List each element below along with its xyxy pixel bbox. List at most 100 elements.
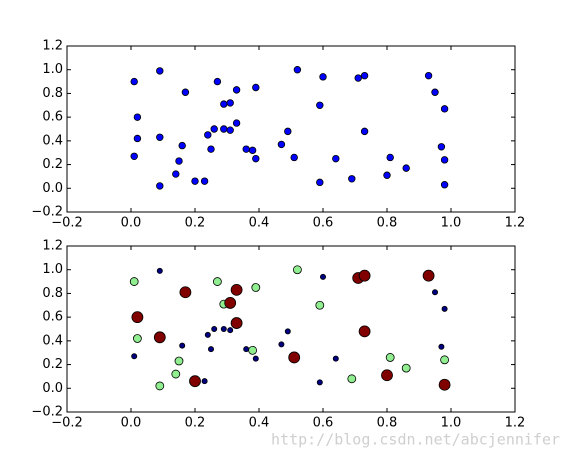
scatter-point <box>224 297 237 309</box>
scatter-point <box>226 99 234 107</box>
scatter-point <box>178 141 186 150</box>
scatter-point <box>171 369 181 379</box>
scatter-point <box>156 133 164 141</box>
scatter-point <box>284 127 292 136</box>
scatter-point <box>201 378 208 385</box>
scatter-point <box>227 327 234 334</box>
scatter-point <box>290 153 298 162</box>
scatter-point <box>360 71 369 80</box>
scatter-point <box>293 66 302 74</box>
scatter-point <box>220 325 227 332</box>
y-tick-label: 0.0 <box>42 181 63 196</box>
scatter-point <box>316 178 324 187</box>
scatter-point <box>319 73 327 81</box>
scatter-point <box>155 381 165 391</box>
scatter-point <box>230 283 243 296</box>
scatter-point <box>248 345 258 355</box>
scatter-point <box>319 273 326 280</box>
scatter-point <box>381 369 393 382</box>
x-tick-label: 1.2 <box>505 416 526 431</box>
y-tick-label: 0.2 <box>42 157 63 172</box>
y-tick-label: 0.0 <box>42 381 63 396</box>
scatter-point <box>440 105 449 113</box>
x-tick-label: 1.0 <box>441 416 462 431</box>
scatter-point <box>131 311 144 324</box>
x-tick-label: 0.2 <box>185 416 206 431</box>
x-tick-label: 0.4 <box>249 416 270 431</box>
scatter-point <box>332 355 339 362</box>
scatter-point <box>181 88 190 96</box>
scatter-point <box>252 83 260 92</box>
scatter-point <box>129 277 139 286</box>
axes-frame <box>66 245 516 413</box>
y-tick-label: −0.2 <box>31 205 63 220</box>
scatter-point <box>242 145 250 153</box>
scatter-point <box>179 342 186 349</box>
x-tick-label: −0.2 <box>51 216 83 231</box>
scatter-point <box>172 170 180 178</box>
scatter-point <box>132 334 142 343</box>
scatter-point <box>179 286 192 299</box>
scatter-point <box>424 71 433 80</box>
scatter-point <box>332 154 340 163</box>
scatter-point <box>131 353 138 360</box>
scatter-point <box>386 153 394 162</box>
scatter-point <box>133 134 142 143</box>
scatter-point <box>189 375 201 388</box>
scatter-point <box>204 331 211 338</box>
x-tick-label: −0.2 <box>51 416 83 431</box>
scatter-point <box>316 101 324 109</box>
scatter-point <box>437 143 446 151</box>
scatter-point <box>175 157 183 165</box>
scatter-point <box>401 363 411 373</box>
scatter-point <box>315 300 325 310</box>
scatter-point <box>153 331 166 344</box>
scatter-point <box>383 171 391 179</box>
scatter-point <box>402 164 410 172</box>
scatter-point <box>385 353 395 362</box>
scatter-point <box>252 355 259 362</box>
scatter-point <box>440 181 449 189</box>
scatter-point <box>284 328 291 335</box>
y-tick-label: 1.0 <box>42 262 63 277</box>
scatter-point <box>252 154 260 163</box>
y-tick-label: 0.4 <box>42 333 63 348</box>
scatter-point <box>358 269 371 282</box>
scatter-point <box>278 341 285 348</box>
scatter-point <box>288 351 301 364</box>
watermark: http://blog.csdn.net/abcjennifer <box>271 431 560 449</box>
x-tick-label: 1.2 <box>505 216 526 231</box>
scatter-point <box>277 140 286 149</box>
scatter-point <box>358 325 371 338</box>
scatter-point <box>212 277 222 286</box>
scatter-point <box>133 113 142 121</box>
scatter-point <box>174 356 184 366</box>
scatter-point <box>220 100 228 108</box>
scatter-point <box>210 125 218 133</box>
axes-frame <box>66 45 516 213</box>
scatter-point <box>130 77 138 86</box>
x-tick-label: 0.8 <box>377 416 398 431</box>
scatter-point <box>348 175 356 183</box>
y-tick-label: 0.8 <box>42 86 63 101</box>
scatter-point <box>226 126 234 134</box>
scatter-point <box>431 289 438 296</box>
x-tick-label: 0.0 <box>121 416 142 431</box>
scatter-point <box>213 77 222 86</box>
scatter-point <box>248 146 257 155</box>
x-tick-label: 0.0 <box>121 216 142 231</box>
y-tick-label: 1.2 <box>42 239 63 254</box>
y-tick-label: 0.6 <box>42 110 63 125</box>
scatter-point <box>292 265 302 275</box>
scatter-point <box>204 131 212 139</box>
scatter-point <box>156 267 163 274</box>
scatter-point <box>422 269 435 282</box>
scatter-point <box>211 325 218 332</box>
scatter-point <box>156 67 164 75</box>
x-tick-label: 0.6 <box>313 216 334 231</box>
y-tick-label: 1.0 <box>42 62 63 77</box>
x-tick-label: 1.0 <box>441 216 462 231</box>
scatter-point <box>438 343 445 350</box>
y-tick-label: −0.2 <box>31 405 63 420</box>
